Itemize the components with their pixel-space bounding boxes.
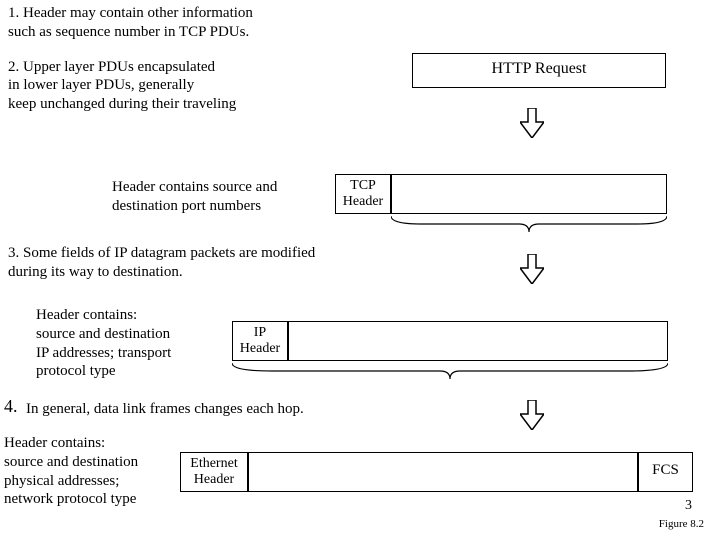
note-3: 3. Some fields of IP datagram packets ar… [8, 244, 508, 282]
eth-header-box: EthernetHeader [180, 452, 248, 492]
note-1-2: 1. Header may contain other information … [8, 4, 388, 114]
http-request-label: HTTP Request [492, 60, 587, 77]
note-line [8, 42, 388, 58]
arrow-down-icon [520, 400, 544, 430]
tcp-header-box: TCPHeader [335, 174, 391, 214]
eth-note: Header contains: source and destination … [4, 434, 184, 509]
arrow-down-icon [520, 254, 544, 284]
note-line: such as sequence number in TCP PDUs. [8, 23, 388, 42]
tcp-payload-box [391, 174, 667, 214]
fcs-label: FCS [652, 462, 679, 478]
http-request-box: HTTP Request [412, 53, 666, 88]
note-line: IP addresses; transport [36, 344, 236, 363]
ip-brace [232, 361, 668, 381]
note-line: 2. Upper layer PDUs encapsulated [8, 58, 388, 77]
tcp-header-label: TCPHeader [343, 178, 383, 209]
note-line: protocol type [36, 362, 236, 381]
fcs-box: FCS [638, 452, 693, 492]
ip-note: Header contains: source and destination … [36, 306, 236, 381]
ip-header-label: IPHeader [240, 325, 280, 356]
ip-payload-box [288, 321, 668, 361]
note-line: Header contains source and [112, 178, 332, 197]
page-number: 3 [685, 498, 692, 514]
ip-header-box: IPHeader [232, 321, 288, 361]
note-line: network protocol type [4, 490, 184, 509]
note-line: Header contains: [36, 306, 236, 325]
note-line: source and destination [36, 325, 236, 344]
note-line: in lower layer PDUs, generally [8, 76, 388, 95]
tcp-brace [391, 214, 667, 234]
note-line: keep unchanged during their traveling [8, 95, 388, 114]
note-4-num: 4. [4, 396, 18, 417]
tcp-note: Header contains source and destination p… [112, 178, 332, 216]
figure-label: Figure 8.2 [659, 518, 704, 530]
note-line: 1. Header may contain other information [8, 4, 388, 23]
arrow-down-icon [520, 108, 544, 138]
note-line: physical addresses; [4, 472, 184, 491]
note-4: In general, data link frames changes eac… [26, 400, 526, 419]
eth-header-label: EthernetHeader [190, 456, 237, 487]
eth-payload-box [248, 452, 638, 492]
note-line: destination port numbers [112, 197, 332, 216]
note-line: source and destination [4, 453, 184, 472]
note-line: Header contains: [4, 434, 184, 453]
